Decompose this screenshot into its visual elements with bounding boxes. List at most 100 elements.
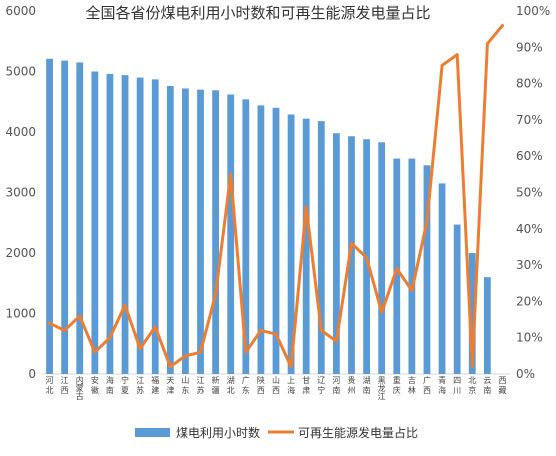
x-tick-label: 宁夏 bbox=[121, 375, 129, 395]
x-tick-label: 上海 bbox=[287, 376, 295, 395]
y-right-tick-label: 90% bbox=[516, 40, 543, 54]
line-point bbox=[501, 24, 504, 27]
x-tick-label: 广东 bbox=[242, 375, 250, 395]
x-tick-label: 湖南 bbox=[363, 376, 371, 395]
bar bbox=[151, 79, 159, 375]
bar-series-layer bbox=[46, 58, 491, 375]
x-tick-label: 吉林 bbox=[408, 376, 416, 395]
bar bbox=[91, 71, 99, 374]
y-right-tick-label: 100% bbox=[516, 4, 550, 18]
y-left-tick-label: 6000 bbox=[5, 4, 36, 18]
line-point bbox=[124, 304, 126, 306]
bar bbox=[393, 158, 401, 374]
x-tick-label: 内蒙古 bbox=[76, 375, 84, 401]
x-tick-label: 贵州 bbox=[347, 375, 355, 395]
bar bbox=[453, 224, 461, 374]
legend-label-line: 可再生能源发电量占比 bbox=[298, 425, 418, 440]
y-left-tick-label: 1000 bbox=[5, 307, 36, 321]
bar bbox=[227, 94, 235, 375]
x-tick-label: 山东 bbox=[181, 375, 189, 395]
x-tick-label: 天津 bbox=[166, 376, 174, 395]
line-point bbox=[350, 242, 353, 245]
line-point bbox=[486, 42, 489, 45]
bar bbox=[438, 183, 446, 374]
line-point bbox=[260, 329, 262, 332]
y-right-tick-label: 50% bbox=[516, 186, 543, 200]
bar bbox=[61, 60, 69, 375]
line-point bbox=[380, 311, 383, 314]
x-tick-label: 黑龙江 bbox=[378, 376, 386, 401]
line-point bbox=[63, 329, 66, 332]
line-point bbox=[109, 336, 111, 339]
bar bbox=[182, 88, 189, 374]
bar bbox=[272, 107, 280, 375]
legend-swatch-bar bbox=[135, 428, 170, 437]
bar bbox=[468, 253, 476, 374]
x-tick-label: 江苏 bbox=[136, 376, 144, 395]
bar bbox=[46, 58, 53, 375]
x-tick-label: 新疆 bbox=[212, 375, 220, 395]
y-right-tick-label: 80% bbox=[516, 77, 543, 91]
line-point bbox=[411, 289, 413, 292]
line-point bbox=[456, 53, 458, 56]
x-tick-label: 山西 bbox=[272, 375, 280, 395]
x-tick-label: 安徽 bbox=[91, 375, 99, 395]
chart-title: 全国各省份煤电利用小时数和可再生能源发电量占比 bbox=[85, 4, 430, 22]
y-left-tick-label: 4000 bbox=[5, 125, 36, 139]
x-tick-label: 甘肃 bbox=[302, 375, 310, 395]
x-tick-label: 陕西 bbox=[257, 375, 265, 395]
bar bbox=[302, 118, 310, 374]
legend: 煤电利用小时数 可再生能源发电量占比 bbox=[135, 425, 418, 440]
y-right-tick-label: 20% bbox=[516, 294, 543, 308]
bar bbox=[423, 165, 431, 374]
x-tick-label: 湖北 bbox=[227, 376, 235, 395]
x-tick-label: 青海 bbox=[438, 375, 446, 395]
bar bbox=[317, 121, 325, 374]
line-series-layer bbox=[48, 24, 504, 369]
y-right-tick-label: 30% bbox=[516, 258, 543, 272]
x-tick-label: 西藏 bbox=[498, 376, 506, 395]
line-point bbox=[139, 347, 141, 350]
bar bbox=[136, 77, 144, 375]
line-point bbox=[214, 293, 217, 295]
bar bbox=[197, 89, 204, 375]
line-point bbox=[305, 206, 307, 208]
bar bbox=[483, 277, 491, 374]
axes-layer: 0 1000 2000 3000 4000 5000 6000 0% 10% 20% 30% 40% 5… bbox=[5, 4, 550, 381]
line-point bbox=[229, 173, 232, 176]
line-point bbox=[245, 351, 247, 354]
y-left-tick-label: 2000 bbox=[5, 246, 36, 260]
line-point bbox=[441, 64, 443, 67]
x-tick-label: 福建 bbox=[151, 376, 159, 395]
line-point bbox=[94, 351, 96, 354]
x-tick-label: 重庆 bbox=[393, 375, 401, 395]
bar bbox=[378, 142, 386, 374]
line-point bbox=[426, 220, 428, 223]
bar bbox=[121, 75, 129, 374]
bar bbox=[332, 133, 340, 374]
bar bbox=[212, 90, 220, 374]
y-right-tick-label: 10% bbox=[516, 331, 543, 345]
y-left-tick-label: 5000 bbox=[5, 65, 36, 79]
line-point bbox=[395, 267, 398, 270]
bar bbox=[348, 136, 355, 374]
line-point bbox=[199, 351, 202, 354]
x-tick-labels: 河北江西内蒙古安徽海南宁夏江苏福建天津山东江苏新疆湖北广东陕西山西上海甘肃辽宁河… bbox=[46, 375, 507, 401]
x-tick-label: 辽宁 bbox=[317, 376, 325, 395]
x-tick-label: 江苏 bbox=[197, 376, 205, 395]
bar bbox=[257, 105, 265, 374]
y-right-tick-label: 0% bbox=[516, 367, 535, 381]
line-point bbox=[48, 322, 51, 324]
line-point bbox=[471, 365, 474, 368]
line-point bbox=[169, 365, 172, 368]
y-left-tick-label: 3000 bbox=[5, 186, 36, 200]
bar bbox=[242, 99, 250, 374]
x-tick-label: 云南 bbox=[483, 376, 491, 395]
line-point bbox=[78, 315, 81, 317]
x-tick-label: 河南 bbox=[332, 375, 340, 395]
bar bbox=[76, 62, 84, 375]
x-tick-label: 江西 bbox=[61, 376, 69, 395]
y-left-tick-label: 0 bbox=[28, 367, 36, 381]
